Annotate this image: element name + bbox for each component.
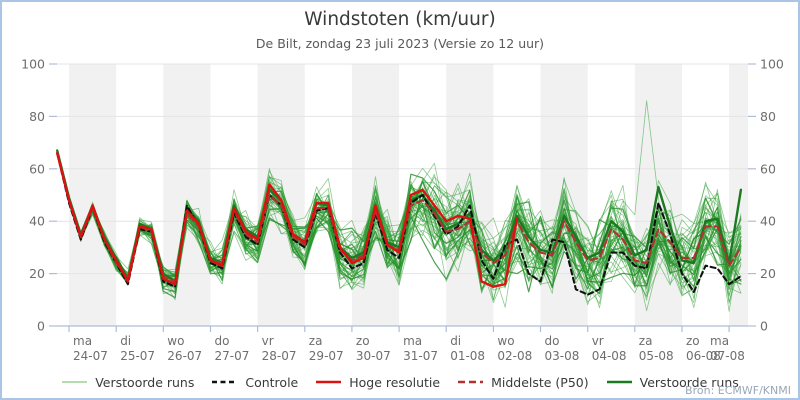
legend-item: Hoge resolutie <box>315 375 440 390</box>
x-axis-labels: ma24-07di25-07wo26-07do27-07vr28-07za29-… <box>73 334 745 363</box>
svg-text:04-08: 04-08 <box>592 349 627 363</box>
svg-text:100: 100 <box>21 57 45 72</box>
svg-text:vr: vr <box>262 334 274 348</box>
legend-item: Middelste (P50) <box>457 375 589 390</box>
svg-text:01-08: 01-08 <box>450 349 485 363</box>
svg-text:05-08: 05-08 <box>639 349 674 363</box>
svg-text:80: 80 <box>760 109 776 124</box>
svg-text:06-08: 06-08 <box>686 349 721 363</box>
svg-text:60: 60 <box>760 161 776 176</box>
svg-text:27-07: 27-07 <box>215 349 250 363</box>
svg-text:zo: zo <box>356 334 370 348</box>
svg-text:20: 20 <box>29 266 45 281</box>
svg-text:26-07: 26-07 <box>167 349 202 363</box>
svg-text:za: za <box>639 334 653 348</box>
svg-text:wo: wo <box>167 334 184 348</box>
legend-item: Verstoorde runs <box>606 375 739 390</box>
attribution-text: Bron: ECMWF/KNMI <box>685 384 791 397</box>
svg-text:zo: zo <box>686 334 700 348</box>
y-axis-labels-left: 0 20 40 60 80 100 <box>21 57 45 334</box>
legend-swatch-line <box>212 380 238 384</box>
chart-title: Windstoten (km/uur) <box>304 9 496 30</box>
main-series <box>56 149 743 296</box>
legend-label: Hoge resolutie <box>349 374 441 390</box>
svg-text:di: di <box>450 334 461 348</box>
svg-text:60: 60 <box>29 161 45 176</box>
svg-text:80: 80 <box>29 109 45 124</box>
svg-text:29-07: 29-07 <box>309 349 344 363</box>
legend-swatch-line <box>606 380 632 384</box>
chart-canvas: 020406080100020406080100ma24-07di25-07wo… <box>21 57 784 364</box>
legend-item: Controle <box>211 375 298 390</box>
chart-legend: Verstoorde runs Controle Hoge resolutie Mid… <box>2 373 798 391</box>
y-axis-labels-right: 0 20 40 60 80 100 <box>760 57 784 334</box>
svg-text:02-08: 02-08 <box>497 349 532 363</box>
svg-text:vr: vr <box>592 334 604 348</box>
svg-text:di: di <box>120 334 131 348</box>
svg-text:31-07: 31-07 <box>403 349 438 363</box>
day-band <box>540 64 588 326</box>
legend-label: Verstoorde runs <box>95 374 195 390</box>
svg-text:do: do <box>215 334 230 348</box>
svg-text:wo: wo <box>497 334 514 348</box>
svg-text:03-08: 03-08 <box>545 349 580 363</box>
svg-text:24-07: 24-07 <box>73 349 108 363</box>
legend-item: Verstoorde runs <box>61 375 194 390</box>
legend-swatch-line <box>316 380 342 384</box>
svg-text:30-07: 30-07 <box>356 349 391 363</box>
svg-text:0: 0 <box>760 319 768 334</box>
svg-text:do: do <box>545 334 560 348</box>
svg-text:ma: ma <box>403 334 422 348</box>
svg-text:za: za <box>309 334 323 348</box>
svg-text:07-08: 07-08 <box>710 349 745 363</box>
svg-text:40: 40 <box>760 214 776 229</box>
svg-text:40: 40 <box>29 214 45 229</box>
axis-ticks <box>49 63 756 332</box>
svg-text:28-07: 28-07 <box>262 349 297 363</box>
svg-text:ma: ma <box>710 334 729 348</box>
chart-subtitle: De Bilt, zondag 23 juli 2023 (Versie zo … <box>255 36 545 51</box>
svg-text:20: 20 <box>760 266 776 281</box>
legend-swatch-line <box>458 380 484 384</box>
legend-swatch-line <box>62 381 88 383</box>
legend-label: Verstoorde runs <box>639 374 739 390</box>
svg-text:ma: ma <box>73 334 92 348</box>
legend-label: Middelste (P50) <box>491 374 589 390</box>
svg-text:25-07: 25-07 <box>120 349 155 363</box>
svg-text:0: 0 <box>37 319 45 334</box>
legend-label: Controle <box>245 374 299 390</box>
day-band <box>69 64 117 326</box>
svg-text:100: 100 <box>760 57 784 72</box>
